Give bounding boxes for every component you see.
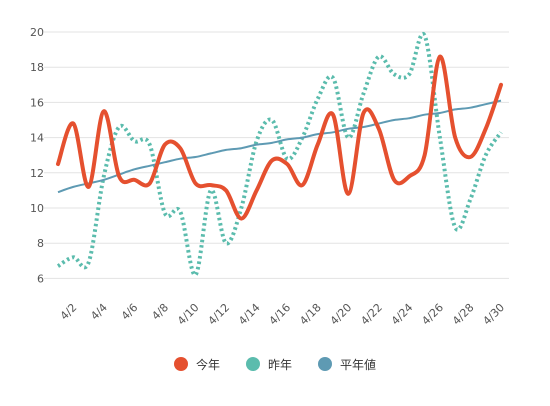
y-tick-label: 12 — [30, 167, 44, 180]
x-tick-label: 4/10 — [175, 301, 202, 328]
legend-swatch-last-year — [245, 357, 260, 371]
x-tick-label: 4/22 — [358, 301, 385, 328]
series-lines — [56, 31, 503, 277]
x-tick-label: 4/18 — [297, 301, 324, 328]
x-tick-label: 4/4 — [88, 301, 110, 323]
series-line-last-year — [56, 31, 503, 277]
legend-label-last-year: 昨年 — [267, 357, 292, 372]
legend-item-last-year[interactable]: 昨年 — [245, 356, 292, 373]
legend-swatch-this-year — [173, 357, 188, 371]
legend-label-this-year: 今年 — [195, 357, 220, 372]
y-tick-label: 14 — [30, 132, 44, 145]
series-line-normal — [57, 99, 502, 194]
x-tick-label: 4/2 — [58, 301, 80, 323]
x-tick-label: 4/6 — [119, 301, 141, 323]
legend-item-normal[interactable]: 平年値 — [318, 356, 376, 373]
y-tick-label: 20 — [30, 26, 44, 39]
y-tick-label: 16 — [30, 96, 44, 109]
y-tick-label: 8 — [37, 237, 44, 250]
x-axis-tick-labels: 4/2 4/4 4/6 4/8 4/10 4/12 4/14 4/16 4/18 4/20 4/22… — [58, 301, 507, 328]
x-tick-label: 4/8 — [149, 301, 171, 323]
x-tick-label: 4/12 — [205, 301, 232, 328]
y-tick-label: 6 — [37, 272, 44, 285]
x-tick-label: 4/20 — [328, 301, 355, 328]
x-tick-label: 4/16 — [267, 301, 294, 328]
x-tick-label: 4/30 — [480, 301, 507, 328]
x-tick-label: 4/14 — [236, 301, 263, 328]
legend: 今年 昨年 平年値 — [0, 352, 550, 376]
series-line-this-year — [56, 54, 503, 221]
y-axis-tick-labels: 6 8 10 12 14 16 18 20 — [30, 26, 44, 285]
y-tick-label: 10 — [30, 202, 44, 215]
legend-label-normal: 平年値 — [340, 357, 377, 372]
legend-swatch-normal — [318, 357, 332, 371]
x-tick-label: 4/28 — [450, 301, 477, 328]
x-tick-label: 4/26 — [419, 301, 446, 328]
y-tick-label: 18 — [30, 61, 44, 74]
x-tick-label: 4/24 — [389, 301, 416, 328]
legend-item-this-year[interactable]: 今年 — [173, 356, 220, 373]
